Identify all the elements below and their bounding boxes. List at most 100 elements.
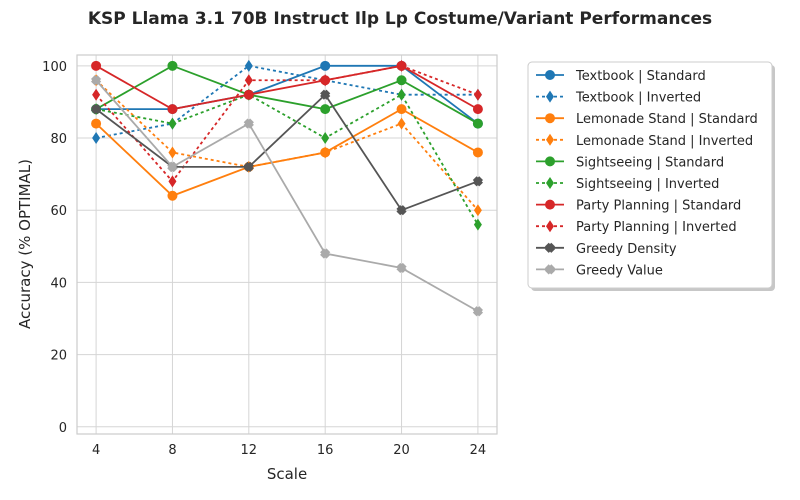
- data-point: [473, 218, 482, 231]
- series-line: [95, 93, 479, 212]
- data-point: [244, 74, 253, 87]
- data-point: [321, 132, 330, 145]
- y-tick-label: 80: [50, 132, 67, 147]
- x-tick-label: 16: [317, 443, 334, 458]
- data-point: [321, 74, 330, 87]
- legend-entry-textbook-standard: Textbook | Standard: [536, 69, 706, 84]
- legend-label: Lemonade Stand | Inverted: [576, 134, 753, 149]
- legend-label: Lemonade Stand | Standard: [576, 112, 758, 127]
- data-point: [396, 75, 407, 86]
- legend-label: Sightseeing | Inverted: [576, 177, 719, 192]
- legend-marker: [546, 220, 554, 233]
- series-sightseeing-standard: [91, 60, 483, 129]
- data-point: [167, 104, 178, 115]
- legend-entry-textbook-inverted: Textbook | Inverted: [536, 90, 701, 106]
- legend-label: Greedy Density: [576, 242, 677, 257]
- y-tick-label: 60: [50, 204, 67, 219]
- x-tick-label: 20: [393, 443, 410, 458]
- legend-label: Party Planning | Inverted: [576, 220, 737, 235]
- legend-marker: [545, 70, 555, 80]
- series-party-planning-standard: [91, 60, 483, 115]
- x-axis-label: Scale: [267, 465, 307, 483]
- data-point: [244, 59, 253, 72]
- legend-label: Sightseeing | Standard: [576, 155, 724, 170]
- data-point: [92, 88, 101, 101]
- legend-marker: [544, 264, 556, 275]
- data-point: [90, 75, 102, 86]
- data-point: [91, 60, 102, 71]
- legend-entry-party-planning-standard: Party Planning | Standard: [536, 199, 741, 214]
- data-point: [90, 104, 102, 115]
- series-line: [95, 64, 478, 139]
- series-textbook-standard: [91, 60, 483, 129]
- data-point: [168, 146, 177, 159]
- series-party-planning-inverted: [92, 59, 482, 188]
- legend-marker: [546, 133, 554, 146]
- chart-title: KSP Llama 3.1 70B Instruct Ilp Lp Costum…: [88, 9, 712, 29]
- y-tick-label: 40: [50, 276, 67, 291]
- data-point: [472, 147, 483, 158]
- data-point: [397, 117, 406, 130]
- legend-label: Textbook | Inverted: [575, 91, 701, 106]
- y-axis-label: Accuracy (% OPTIMAL): [16, 159, 34, 329]
- y-tick-label: 0: [59, 421, 67, 436]
- legend-box: [527, 61, 773, 289]
- data-point: [243, 161, 254, 172]
- legend-label: Greedy Value: [576, 263, 663, 278]
- data-point: [396, 262, 407, 274]
- series-line: [95, 79, 479, 313]
- series-line: [95, 64, 479, 125]
- legend-marker: [544, 242, 556, 253]
- x-tick-label: 24: [470, 443, 487, 458]
- data-point: [91, 118, 102, 129]
- legend-marker: [545, 199, 555, 210]
- y-tick-label: 20: [50, 349, 67, 364]
- series-line: [96, 64, 479, 125]
- data-point: [243, 118, 254, 129]
- data-point: [397, 88, 406, 101]
- series-line: [95, 93, 479, 226]
- data-point: [168, 175, 177, 188]
- data-point: [472, 118, 483, 129]
- data-point: [472, 306, 484, 317]
- legend-label: Textbook | Standard: [575, 69, 706, 84]
- legend-entry-sightseeing-standard: Sightseeing | Standard: [536, 155, 724, 170]
- plot-area: 4 8 12 16 20 24 0 20 40 60 80 100: [42, 54, 498, 458]
- data-point: [320, 89, 331, 100]
- data-point: [472, 176, 484, 187]
- legend: Textbook | Standard Textbook | Inverted Le…: [527, 61, 775, 291]
- data-point: [167, 190, 178, 201]
- data-point: [472, 104, 483, 115]
- series-line: [95, 79, 479, 211]
- data-point: [397, 59, 406, 72]
- x-tick-label: 8: [168, 443, 176, 458]
- y-tick-label: 100: [42, 60, 67, 75]
- legend-marker: [546, 177, 554, 189]
- data-point: [396, 104, 407, 115]
- legend-entry-greedy-value: Greedy Value: [536, 263, 663, 278]
- legend-entry-party-planning-inverted: Party Planning | Inverted: [536, 220, 737, 235]
- data-point: [396, 205, 407, 216]
- data-point: [167, 161, 178, 172]
- legend-entry-lemonade-stand-inverted: Lemonade Stand | Inverted: [536, 133, 753, 149]
- data-point: [320, 60, 331, 71]
- legend-marker: [545, 113, 555, 124]
- legend-marker: [545, 156, 555, 167]
- legend-entry-sightseeing-inverted: Sightseeing | Inverted: [536, 177, 719, 192]
- data-point: [320, 248, 331, 259]
- data-point: [473, 88, 482, 101]
- data-point: [168, 117, 177, 130]
- data-point: [92, 132, 101, 145]
- legend-label: Party Planning | Standard: [576, 199, 741, 214]
- data-point: [167, 60, 178, 71]
- x-tick-label: 4: [92, 443, 100, 458]
- data-point: [473, 204, 482, 217]
- x-tick-label: 12: [241, 443, 258, 458]
- series-greedy-value: [90, 75, 484, 317]
- legend-entry-lemonade-stand-standard: Lemonade Stand | Standard: [536, 112, 758, 127]
- data-point: [320, 104, 331, 115]
- plot-frame: [76, 54, 498, 435]
- legend-entry-greedy-density: Greedy Density: [536, 242, 677, 257]
- data-point: [243, 89, 254, 100]
